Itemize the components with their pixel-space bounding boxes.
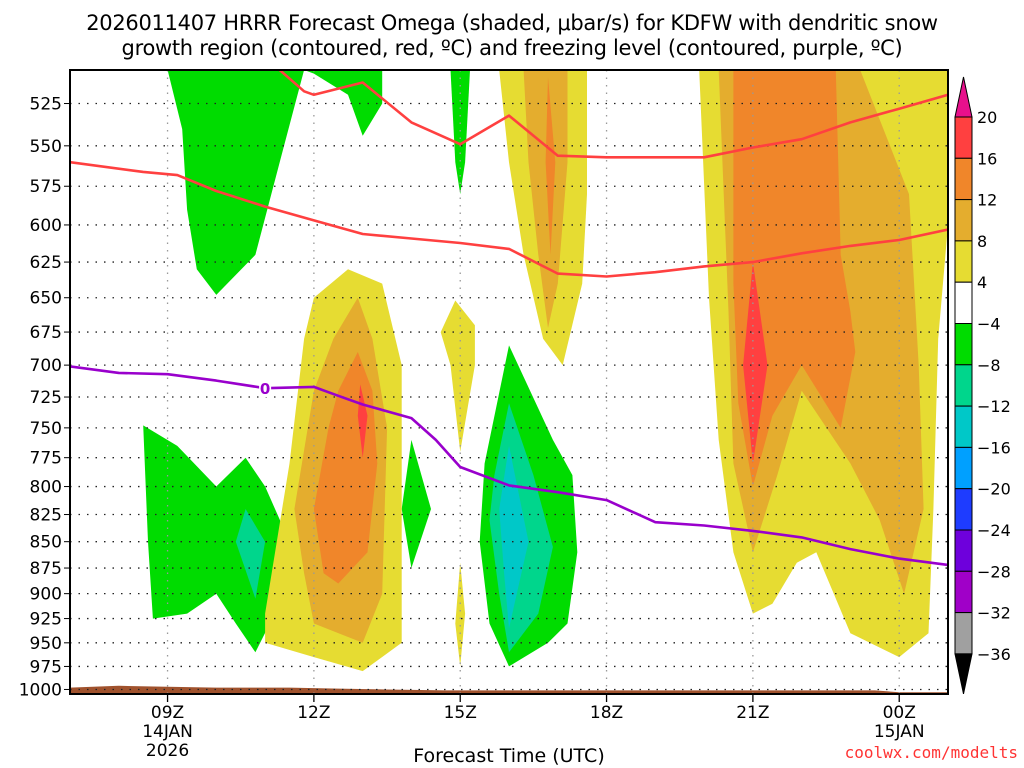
y-tick-label: 925	[30, 610, 62, 630]
y-tick-label: 975	[30, 657, 62, 677]
y-tick-label: 950	[30, 634, 62, 654]
x-tick-label: 15Z	[444, 703, 477, 723]
colorbar-label: 12	[977, 191, 997, 210]
x-tick-label: 15JAN	[874, 722, 925, 742]
contour-label: 0	[260, 380, 270, 398]
y-tick-label: 525	[30, 95, 62, 115]
colorbar-bin	[954, 240, 973, 283]
colorbar-bin	[954, 405, 973, 448]
colorbar-bin	[954, 323, 973, 366]
colorbar-bin	[954, 529, 973, 572]
y-tick-label: 650	[30, 289, 62, 309]
colorbar-label: 4	[977, 273, 987, 292]
shaded-region-cyan-16z	[499, 445, 529, 629]
contour-line-1	[70, 160, 948, 278]
contour-line-0	[278, 70, 948, 159]
colorbar-label: −20	[977, 480, 1011, 499]
colorbar-bin	[954, 488, 973, 531]
colorbar-label: −12	[977, 397, 1011, 416]
colorbar-label: −16	[977, 438, 1011, 457]
chart-title: 2026011407 HRRR Forecast Omega (shaded, …	[86, 11, 938, 60]
x-tick-label: 09Z	[151, 703, 184, 723]
shaded-region-red-21z	[743, 262, 768, 464]
y-tick-label: 825	[30, 506, 62, 526]
y-tick-label: 700	[30, 356, 62, 376]
grid-lines	[70, 70, 948, 694]
colorbar-bin-min	[954, 653, 973, 695]
credit-link[interactable]: coolwx.com/modelts	[845, 743, 1018, 762]
colorbar-label: −4	[977, 315, 1001, 334]
shaded-region-yellow-15z-lower	[455, 562, 466, 667]
y-tick-label: 900	[30, 585, 62, 605]
colorbar-bin	[954, 281, 973, 325]
title-line-1: 2026011407 HRRR Forecast Omega (shaded, …	[86, 11, 938, 35]
colorbar-bin	[954, 612, 973, 655]
y-tick-label: 850	[30, 533, 62, 553]
colorbar-bin	[954, 570, 973, 614]
colorbar-label: −24	[977, 521, 1011, 540]
colorbar: 20 16 12 8 4 −4 −8 −12 −16 −20 −24 −28 −32 −36	[954, 76, 1011, 695]
plot-frame	[69, 69, 949, 695]
colorbar-label: 20	[977, 108, 997, 127]
y-tick-label: 750	[30, 419, 62, 439]
shaded-region-orange-17z	[545, 77, 556, 255]
colorbar-label: −36	[977, 645, 1011, 664]
contour-lines: 0	[70, 70, 948, 567]
shaded-region-green-top-12z	[304, 70, 383, 136]
y-tick-label: 775	[30, 449, 62, 469]
y-tick-label: 600	[30, 216, 62, 236]
colorbar-label: −32	[977, 604, 1011, 623]
shaded-region-green-top-left	[167, 70, 305, 295]
colorbar-bin-max	[954, 76, 973, 118]
y-tick-label: 1000	[19, 680, 62, 700]
shaded-region-gold-17z	[523, 70, 568, 328]
colorbar-bin	[954, 199, 973, 242]
colorbar-label: −28	[977, 562, 1011, 581]
y-tick-label: 725	[30, 388, 62, 408]
y-tick-label: 625	[30, 253, 62, 273]
y-tick-label: 800	[30, 478, 62, 498]
y-tick-label: 550	[30, 137, 62, 157]
terrain-ground	[70, 685, 948, 694]
shaded-region-yellow-15z-upper	[440, 300, 475, 452]
x-tick-label: 12Z	[297, 703, 330, 723]
shaded-region-green-14z	[401, 439, 431, 568]
x-tick-label: 18Z	[590, 703, 623, 723]
shaded-region-green-top-15z	[450, 70, 470, 195]
x-tick-label: 2026	[146, 741, 189, 761]
title-line-2: growth region (contoured, red, ºC) and f…	[122, 36, 903, 60]
shaded-region-teal-low-left	[235, 509, 266, 599]
x-tick-label: 14JAN	[142, 722, 193, 742]
contour-line-2	[70, 365, 948, 567]
omega-shaded-regions	[143, 70, 948, 672]
y-tick-label: 875	[30, 559, 62, 579]
x-axis-label: Forecast Time (UTC)	[413, 745, 604, 767]
y-axis-ticks: 525 550 575 600 625 650 675 700 725 750 775 800 825 8…	[19, 95, 70, 700]
ground-terrain	[70, 685, 948, 694]
y-tick-label: 675	[30, 323, 62, 343]
x-tick-label: 21Z	[736, 703, 769, 723]
colorbar-bin	[954, 446, 973, 490]
colorbar-bin	[954, 157, 973, 201]
colorbar-bin	[954, 364, 973, 407]
colorbar-bin	[954, 116, 973, 159]
contour-label-bg	[259, 379, 272, 398]
x-tick-label: 00Z	[883, 703, 916, 723]
colorbar-label: −8	[977, 356, 1001, 375]
y-tick-label: 575	[30, 177, 62, 197]
colorbar-label: 16	[977, 149, 997, 168]
shaded-region-green-low-left	[143, 425, 290, 653]
colorbar-label: 8	[977, 232, 987, 251]
